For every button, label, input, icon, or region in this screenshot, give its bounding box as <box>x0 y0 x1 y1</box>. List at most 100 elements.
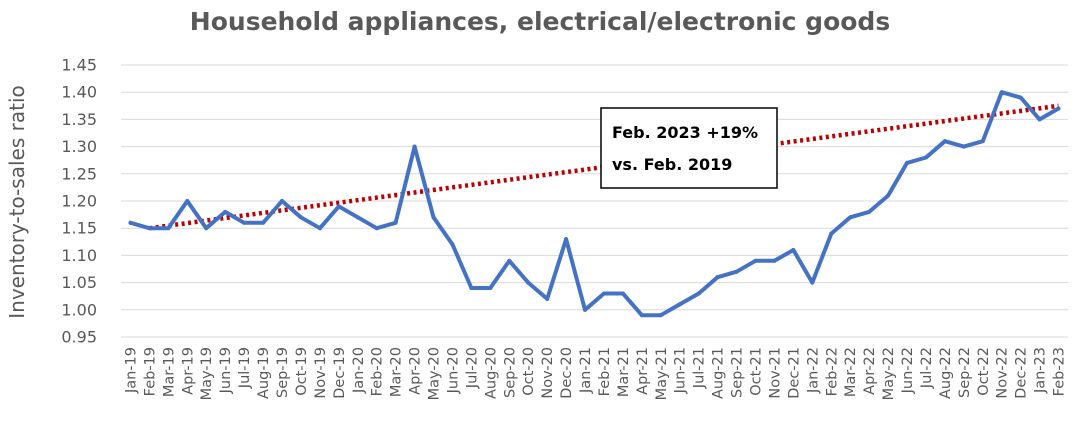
data-point <box>261 220 266 225</box>
y-tick-label: 1.30 <box>61 137 97 156</box>
data-point <box>279 199 284 203</box>
data-point <box>545 296 550 301</box>
data-point <box>450 242 455 247</box>
data-point <box>336 204 341 209</box>
data-point <box>999 90 1004 95</box>
x-tick-label: Nov-20 <box>540 347 556 399</box>
annotation-line-1: Feb. 2023 +19% <box>612 123 758 142</box>
data-point <box>1037 117 1042 122</box>
y-tick-label: 1.05 <box>61 273 97 292</box>
data-point <box>412 144 417 149</box>
data-point <box>1018 95 1023 100</box>
data-point <box>166 226 171 231</box>
data-point <box>488 286 493 291</box>
x-tick-label: Aug-21 <box>711 347 727 399</box>
data-point <box>469 286 474 291</box>
y-tick-label: 1.00 <box>61 300 97 319</box>
data-point <box>204 226 209 231</box>
data-point <box>355 215 360 220</box>
data-point <box>431 215 436 220</box>
data-point <box>639 313 644 318</box>
x-tick-label: Apr-19 <box>180 347 196 395</box>
data-point <box>298 215 303 220</box>
data-point <box>507 258 512 263</box>
data-point <box>374 226 379 231</box>
chart-title: Household appliances, electrical/electro… <box>190 7 890 36</box>
data-point <box>601 291 606 296</box>
x-tick-label: Dec-20 <box>559 347 575 399</box>
data-point <box>564 237 569 242</box>
series-line <box>128 90 1061 318</box>
x-tick-label: May-22 <box>881 347 897 400</box>
annotation-line-2: vs. Feb. 2019 <box>612 155 732 174</box>
x-tick-label: Apr-20 <box>408 347 424 395</box>
x-tick-label: Jan-21 <box>578 347 594 394</box>
x-tick-label: Jan-22 <box>805 347 821 394</box>
x-tick-label: Aug-22 <box>938 347 954 399</box>
x-tick-label: Jun-22 <box>900 347 916 394</box>
y-tick-label: 1.15 <box>61 219 97 238</box>
data-point <box>583 307 588 312</box>
data-point <box>715 275 720 280</box>
y-tick-label: 0.95 <box>61 328 97 347</box>
data-point <box>886 193 891 198</box>
x-tick-label: Oct-21 <box>748 347 764 396</box>
x-axis-ticks: Jan-19 Feb-19 Mar-19 Apr-19 May-19 Jun-19 Jul-… <box>123 347 1067 400</box>
data-point <box>905 160 910 165</box>
x-tick-label: Apr-22 <box>862 347 878 395</box>
y-tick-label: 1.40 <box>61 83 97 102</box>
x-tick-label: Nov-19 <box>313 347 329 399</box>
x-tick-label: Nov-21 <box>767 347 783 399</box>
x-tick-label: May-19 <box>199 347 215 400</box>
y-tick-label: 1.10 <box>61 246 97 265</box>
data-point <box>677 302 682 307</box>
data-point <box>867 209 872 214</box>
y-tick-label: 1.20 <box>61 192 97 211</box>
x-tick-label: Jul-21 <box>692 347 708 389</box>
data-point <box>317 226 322 231</box>
x-tick-label: Feb-20 <box>370 347 386 396</box>
x-tick-label: Feb-23 <box>1052 347 1068 396</box>
y-tick-label: 1.45 <box>61 56 97 75</box>
x-tick-label: Aug-19 <box>256 347 272 399</box>
data-point <box>791 247 796 252</box>
x-tick-label: Mar-19 <box>161 347 177 397</box>
data-point <box>147 226 152 231</box>
x-tick-label: Feb-19 <box>142 347 158 396</box>
x-tick-label: Dec-22 <box>1014 347 1030 399</box>
data-point <box>620 291 625 296</box>
data-point <box>753 258 758 263</box>
x-tick-label: Oct-22 <box>976 347 992 396</box>
data-point <box>848 215 853 220</box>
data-point <box>223 209 228 214</box>
x-tick-label: Jul-20 <box>464 347 480 389</box>
data-point <box>772 258 777 263</box>
x-tick-label: May-21 <box>654 347 670 400</box>
x-tick-label: Sep-21 <box>730 347 746 398</box>
x-tick-label: Oct-19 <box>294 347 310 396</box>
x-tick-label: Jan-19 <box>123 347 139 394</box>
x-tick-label: Mar-22 <box>843 347 859 397</box>
data-point <box>923 155 928 160</box>
x-tick-label: Sep-19 <box>275 347 291 398</box>
x-tick-label: Mar-21 <box>616 347 632 397</box>
y-axis-label: Inventory-to-sales ratio <box>5 85 29 319</box>
x-tick-label: Mar-20 <box>389 347 405 397</box>
annotation-box: Feb. 2023 +19% vs. Feb. 2019 <box>600 107 778 189</box>
data-point <box>128 220 133 225</box>
x-tick-label: Aug-20 <box>483 347 499 399</box>
data-point <box>942 139 947 144</box>
x-tick-label: Sep-22 <box>957 347 973 398</box>
x-tick-label: Jan-20 <box>351 347 367 394</box>
data-point <box>734 269 739 274</box>
data-point <box>829 231 834 236</box>
x-tick-label: Jun-19 <box>218 347 234 394</box>
series-group <box>128 90 1061 318</box>
x-tick-label: Jun-20 <box>445 347 461 394</box>
data-point <box>961 144 966 149</box>
data-point <box>810 280 815 285</box>
data-point <box>696 291 701 296</box>
x-tick-label: Oct-20 <box>521 347 537 396</box>
y-tick-label: 1.35 <box>61 110 97 129</box>
